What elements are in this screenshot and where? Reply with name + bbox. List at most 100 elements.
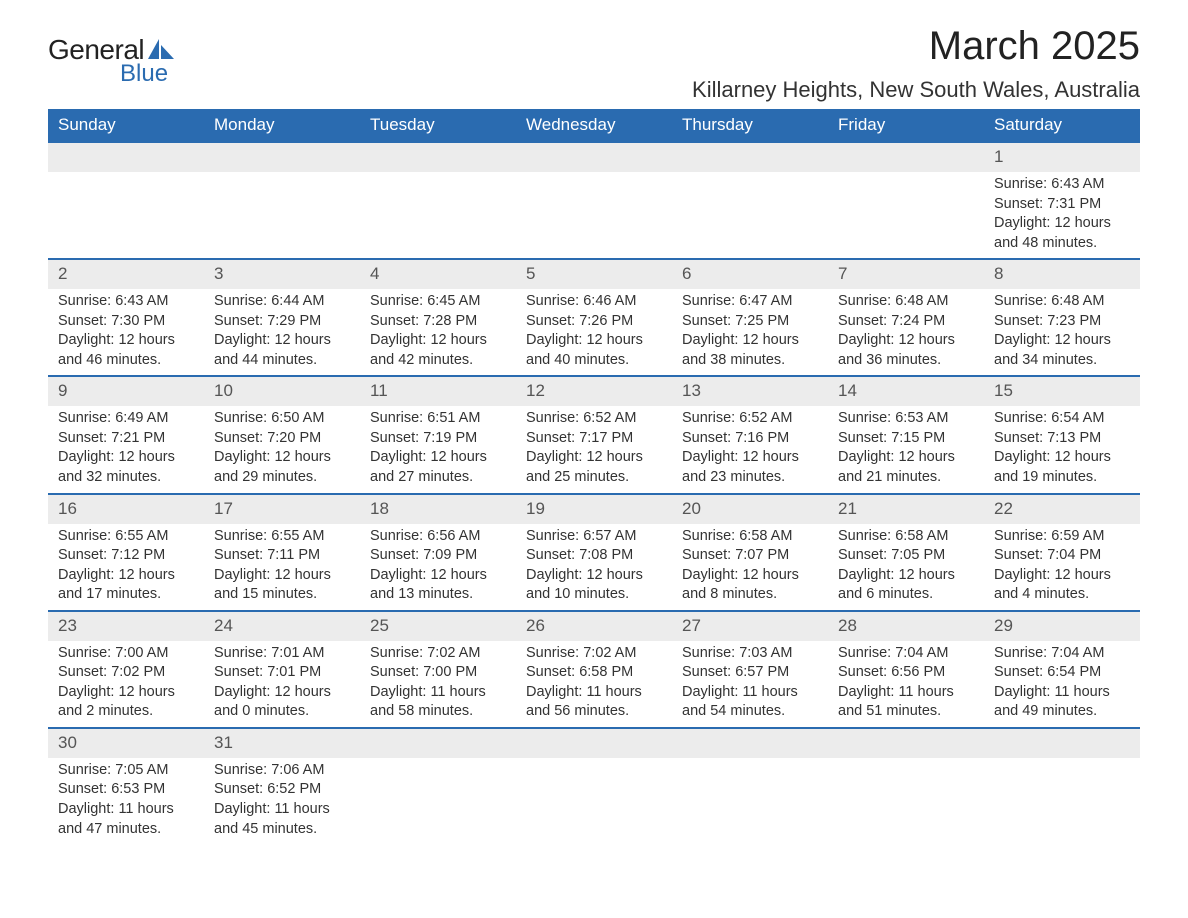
day-detail: Sunrise: 7:04 AMSunset: 6:56 PMDaylight:…	[828, 641, 984, 728]
weekday-header: Thursday	[672, 109, 828, 142]
day-number: 18	[360, 494, 516, 524]
day-detail	[48, 172, 204, 259]
day-number-row: 2345678	[48, 259, 1140, 289]
day-detail: Sunrise: 7:06 AMSunset: 6:52 PMDaylight:…	[204, 758, 360, 844]
day-detail	[360, 172, 516, 259]
day-number-row: 3031	[48, 728, 1140, 758]
weekday-header: Saturday	[984, 109, 1140, 142]
day-number: 6	[672, 259, 828, 289]
weekday-header: Tuesday	[360, 109, 516, 142]
day-detail	[516, 758, 672, 844]
day-detail: Sunrise: 6:48 AMSunset: 7:24 PMDaylight:…	[828, 289, 984, 376]
day-detail-row: Sunrise: 6:49 AMSunset: 7:21 PMDaylight:…	[48, 406, 1140, 493]
day-number: 25	[360, 611, 516, 641]
day-detail: Sunrise: 6:52 AMSunset: 7:16 PMDaylight:…	[672, 406, 828, 493]
day-number: 13	[672, 376, 828, 406]
day-detail: Sunrise: 6:50 AMSunset: 7:20 PMDaylight:…	[204, 406, 360, 493]
day-number: 14	[828, 376, 984, 406]
day-number	[828, 728, 984, 758]
day-detail: Sunrise: 7:01 AMSunset: 7:01 PMDaylight:…	[204, 641, 360, 728]
day-number	[48, 142, 204, 172]
day-detail-row: Sunrise: 6:43 AMSunset: 7:30 PMDaylight:…	[48, 289, 1140, 376]
day-number: 20	[672, 494, 828, 524]
day-detail-row: Sunrise: 6:55 AMSunset: 7:12 PMDaylight:…	[48, 524, 1140, 611]
day-number: 17	[204, 494, 360, 524]
day-detail	[828, 758, 984, 844]
day-number: 26	[516, 611, 672, 641]
day-number: 29	[984, 611, 1140, 641]
day-detail	[984, 758, 1140, 844]
day-detail: Sunrise: 6:53 AMSunset: 7:15 PMDaylight:…	[828, 406, 984, 493]
day-number	[360, 142, 516, 172]
day-detail: Sunrise: 6:47 AMSunset: 7:25 PMDaylight:…	[672, 289, 828, 376]
logo-text-blue: Blue	[120, 60, 168, 88]
day-detail-row: Sunrise: 6:43 AMSunset: 7:31 PMDaylight:…	[48, 172, 1140, 259]
day-number	[360, 728, 516, 758]
day-detail: Sunrise: 6:52 AMSunset: 7:17 PMDaylight:…	[516, 406, 672, 493]
day-detail: Sunrise: 6:58 AMSunset: 7:07 PMDaylight:…	[672, 524, 828, 611]
day-number: 12	[516, 376, 672, 406]
sail-icon	[148, 39, 174, 59]
day-detail: Sunrise: 6:55 AMSunset: 7:12 PMDaylight:…	[48, 524, 204, 611]
day-detail: Sunrise: 6:59 AMSunset: 7:04 PMDaylight:…	[984, 524, 1140, 611]
day-number	[984, 728, 1140, 758]
day-number	[516, 728, 672, 758]
day-detail	[516, 172, 672, 259]
day-number: 1	[984, 142, 1140, 172]
day-detail: Sunrise: 6:48 AMSunset: 7:23 PMDaylight:…	[984, 289, 1140, 376]
weekday-header: Monday	[204, 109, 360, 142]
day-number: 19	[516, 494, 672, 524]
day-number: 3	[204, 259, 360, 289]
day-number: 15	[984, 376, 1140, 406]
day-number: 28	[828, 611, 984, 641]
day-number: 10	[204, 376, 360, 406]
day-detail	[204, 172, 360, 259]
header: General Blue March 2025 Killarney Height…	[48, 24, 1140, 103]
day-detail	[672, 758, 828, 844]
day-detail: Sunrise: 6:54 AMSunset: 7:13 PMDaylight:…	[984, 406, 1140, 493]
day-number-row: 1	[48, 142, 1140, 172]
month-title: March 2025	[692, 24, 1140, 69]
day-number: 23	[48, 611, 204, 641]
day-detail: Sunrise: 7:00 AMSunset: 7:02 PMDaylight:…	[48, 641, 204, 728]
day-number: 11	[360, 376, 516, 406]
day-number: 4	[360, 259, 516, 289]
day-detail: Sunrise: 7:03 AMSunset: 6:57 PMDaylight:…	[672, 641, 828, 728]
day-number-row: 16171819202122	[48, 494, 1140, 524]
day-detail: Sunrise: 6:45 AMSunset: 7:28 PMDaylight:…	[360, 289, 516, 376]
day-detail: Sunrise: 7:02 AMSunset: 7:00 PMDaylight:…	[360, 641, 516, 728]
day-detail: Sunrise: 6:58 AMSunset: 7:05 PMDaylight:…	[828, 524, 984, 611]
title-block: March 2025 Killarney Heights, New South …	[692, 24, 1140, 103]
day-number: 30	[48, 728, 204, 758]
day-detail: Sunrise: 6:43 AMSunset: 7:30 PMDaylight:…	[48, 289, 204, 376]
day-number: 21	[828, 494, 984, 524]
location: Killarney Heights, New South Wales, Aust…	[692, 77, 1140, 103]
day-number-row: 9101112131415	[48, 376, 1140, 406]
day-detail: Sunrise: 6:57 AMSunset: 7:08 PMDaylight:…	[516, 524, 672, 611]
weekday-header: Sunday	[48, 109, 204, 142]
calendar-table: SundayMondayTuesdayWednesdayThursdayFrid…	[48, 109, 1140, 844]
day-detail	[360, 758, 516, 844]
day-number: 31	[204, 728, 360, 758]
day-detail	[828, 172, 984, 259]
day-detail-row: Sunrise: 7:00 AMSunset: 7:02 PMDaylight:…	[48, 641, 1140, 728]
day-detail: Sunrise: 6:44 AMSunset: 7:29 PMDaylight:…	[204, 289, 360, 376]
day-number: 7	[828, 259, 984, 289]
day-number: 24	[204, 611, 360, 641]
day-detail: Sunrise: 6:49 AMSunset: 7:21 PMDaylight:…	[48, 406, 204, 493]
day-detail: Sunrise: 6:56 AMSunset: 7:09 PMDaylight:…	[360, 524, 516, 611]
day-detail-row: Sunrise: 7:05 AMSunset: 6:53 PMDaylight:…	[48, 758, 1140, 844]
day-number: 16	[48, 494, 204, 524]
day-detail: Sunrise: 6:43 AMSunset: 7:31 PMDaylight:…	[984, 172, 1140, 259]
weekday-header: Wednesday	[516, 109, 672, 142]
day-number: 9	[48, 376, 204, 406]
day-detail: Sunrise: 7:04 AMSunset: 6:54 PMDaylight:…	[984, 641, 1140, 728]
weekday-header-row: SundayMondayTuesdayWednesdayThursdayFrid…	[48, 109, 1140, 142]
logo: General Blue	[48, 34, 174, 88]
day-detail: Sunrise: 6:51 AMSunset: 7:19 PMDaylight:…	[360, 406, 516, 493]
day-number: 22	[984, 494, 1140, 524]
day-detail: Sunrise: 6:55 AMSunset: 7:11 PMDaylight:…	[204, 524, 360, 611]
day-number: 2	[48, 259, 204, 289]
day-detail: Sunrise: 6:46 AMSunset: 7:26 PMDaylight:…	[516, 289, 672, 376]
weekday-header: Friday	[828, 109, 984, 142]
